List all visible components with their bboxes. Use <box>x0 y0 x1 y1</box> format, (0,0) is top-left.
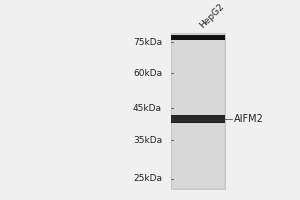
Bar <box>172 34 224 188</box>
Bar <box>171 116 225 122</box>
Text: 75kDa: 75kDa <box>133 38 162 47</box>
Bar <box>171 115 225 122</box>
Text: 60kDa: 60kDa <box>133 69 162 78</box>
Bar <box>171 35 225 40</box>
Text: 35kDa: 35kDa <box>133 136 162 145</box>
Text: HepG2: HepG2 <box>198 2 226 30</box>
Text: 25kDa: 25kDa <box>133 174 162 183</box>
Text: 45kDa: 45kDa <box>133 104 162 113</box>
Bar <box>171 116 225 122</box>
Bar <box>171 116 225 122</box>
Bar <box>171 115 225 123</box>
Text: AIFM2: AIFM2 <box>234 114 264 124</box>
Bar <box>171 115 225 123</box>
Bar <box>171 33 225 189</box>
Bar <box>171 116 225 122</box>
Bar <box>171 115 225 123</box>
Bar <box>171 115 225 122</box>
